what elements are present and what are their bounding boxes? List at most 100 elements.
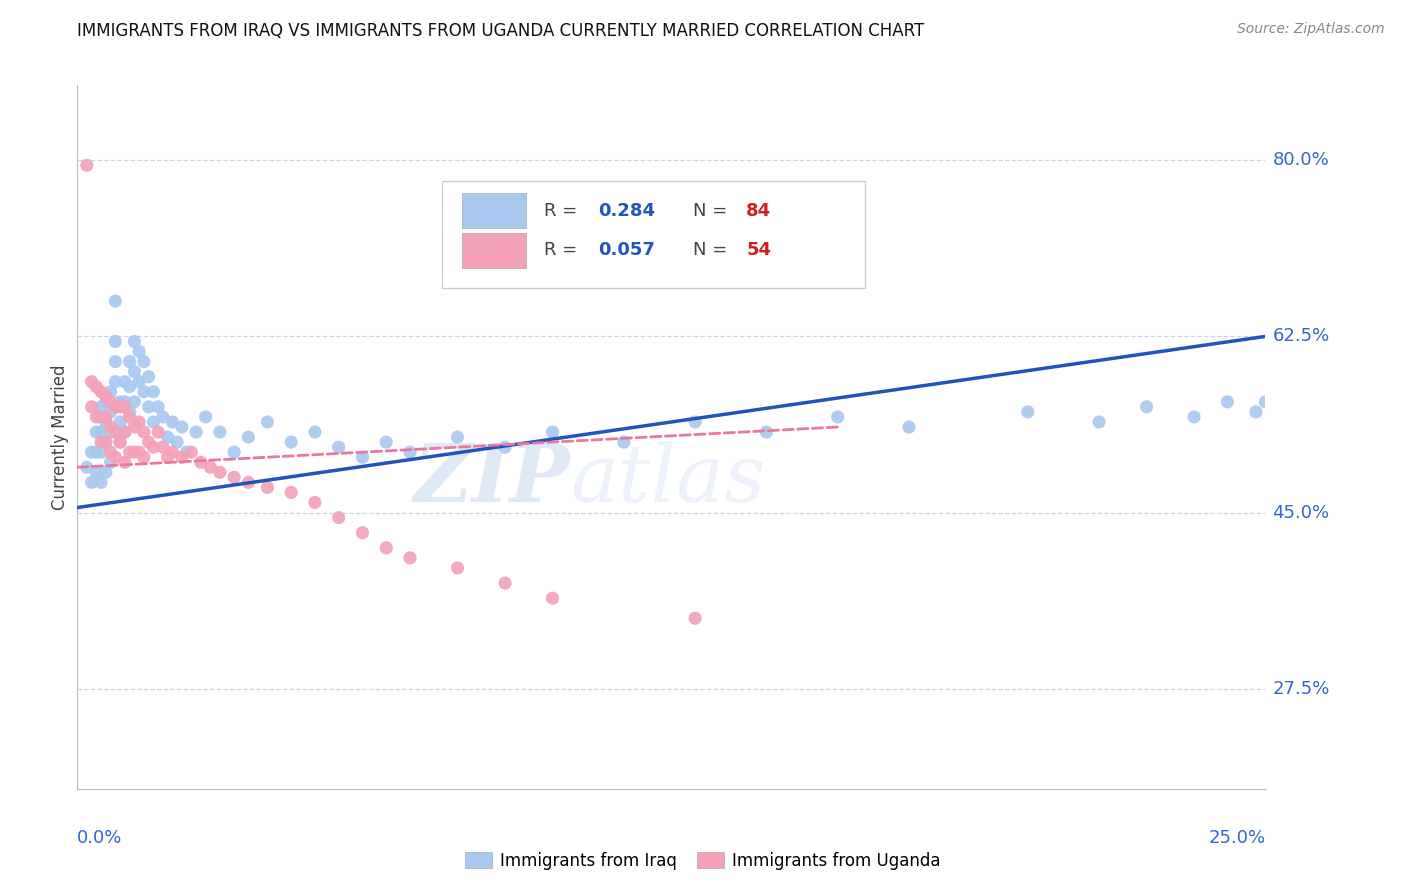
Point [375, 435, 398, 450]
Text: 27.5%: 27.5% [1272, 680, 1330, 698]
Point [541, 425, 564, 439]
Point [280, 485, 302, 500]
Point [86, 445, 108, 459]
Point [898, 420, 921, 434]
Text: R =: R = [544, 202, 583, 219]
Point [124, 445, 146, 459]
Point [208, 466, 231, 480]
Point [613, 435, 636, 450]
FancyBboxPatch shape [463, 194, 526, 228]
Point [146, 400, 169, 414]
Point [352, 525, 374, 540]
Point [94, 466, 117, 480]
Point [238, 475, 260, 490]
Point [114, 455, 136, 469]
Point [90, 409, 112, 424]
Point [328, 440, 350, 454]
Point [683, 415, 706, 429]
Point [304, 495, 326, 509]
Point [80, 475, 103, 490]
Point [138, 400, 160, 414]
Point [80, 375, 103, 389]
Point [100, 394, 122, 409]
Point [1296, 394, 1319, 409]
Point [494, 576, 516, 591]
Point [118, 354, 141, 368]
Point [108, 435, 131, 450]
Text: N =: N = [693, 202, 733, 219]
Point [1282, 380, 1305, 394]
Point [256, 480, 278, 494]
Point [104, 450, 127, 465]
Point [142, 384, 165, 399]
Point [100, 455, 122, 469]
Text: 62.5%: 62.5% [1272, 327, 1330, 345]
Point [118, 409, 141, 424]
Point [108, 394, 131, 409]
Text: 54: 54 [747, 242, 772, 260]
Legend: Immigrants from Iraq, Immigrants from Uganda: Immigrants from Iraq, Immigrants from Ug… [458, 846, 948, 877]
Point [208, 425, 231, 439]
Point [190, 455, 212, 469]
Point [170, 420, 193, 434]
Point [104, 334, 127, 349]
Point [94, 435, 117, 450]
Point [100, 425, 122, 439]
Point [280, 435, 302, 450]
Point [138, 435, 160, 450]
Point [90, 384, 112, 399]
Point [446, 430, 468, 444]
Point [100, 405, 122, 419]
Text: 0.0%: 0.0% [77, 830, 122, 847]
Point [132, 384, 155, 399]
Point [1274, 390, 1296, 404]
Point [90, 425, 112, 439]
Point [166, 435, 188, 450]
Point [86, 380, 108, 394]
Point [104, 400, 127, 414]
Point [132, 354, 155, 368]
Point [128, 375, 150, 389]
Point [76, 158, 98, 172]
Point [118, 380, 141, 394]
Point [108, 415, 131, 429]
Point [142, 415, 165, 429]
Point [399, 550, 422, 565]
Point [118, 445, 141, 459]
Point [94, 435, 117, 450]
Point [162, 445, 184, 459]
Point [256, 415, 278, 429]
Point [446, 561, 468, 575]
Point [194, 409, 217, 424]
Text: Source: ZipAtlas.com: Source: ZipAtlas.com [1237, 22, 1385, 37]
Point [152, 409, 174, 424]
Text: 45.0%: 45.0% [1272, 504, 1330, 522]
Text: atlas: atlas [571, 441, 766, 518]
Point [186, 425, 208, 439]
Point [94, 409, 117, 424]
Point [124, 365, 146, 379]
Text: IMMIGRANTS FROM IRAQ VS IMMIGRANTS FROM UGANDA CURRENTLY MARRIED CORRELATION CHA: IMMIGRANTS FROM IRAQ VS IMMIGRANTS FROM … [77, 22, 925, 40]
Text: 84: 84 [747, 202, 772, 219]
Point [124, 420, 146, 434]
Text: 0.284: 0.284 [598, 202, 655, 219]
Point [104, 294, 127, 309]
Point [176, 445, 198, 459]
Point [399, 445, 422, 459]
Point [100, 384, 122, 399]
Point [1017, 405, 1039, 419]
Point [94, 415, 117, 429]
FancyBboxPatch shape [441, 181, 865, 288]
Point [114, 400, 136, 414]
Point [156, 450, 179, 465]
Point [114, 425, 136, 439]
Point [683, 611, 706, 625]
Point [100, 420, 122, 434]
Point [76, 460, 98, 475]
Text: 80.0%: 80.0% [1272, 152, 1329, 169]
Text: ZIP: ZIP [413, 441, 571, 518]
Point [1136, 400, 1159, 414]
Point [1254, 394, 1277, 409]
FancyBboxPatch shape [463, 233, 526, 268]
Point [132, 450, 155, 465]
